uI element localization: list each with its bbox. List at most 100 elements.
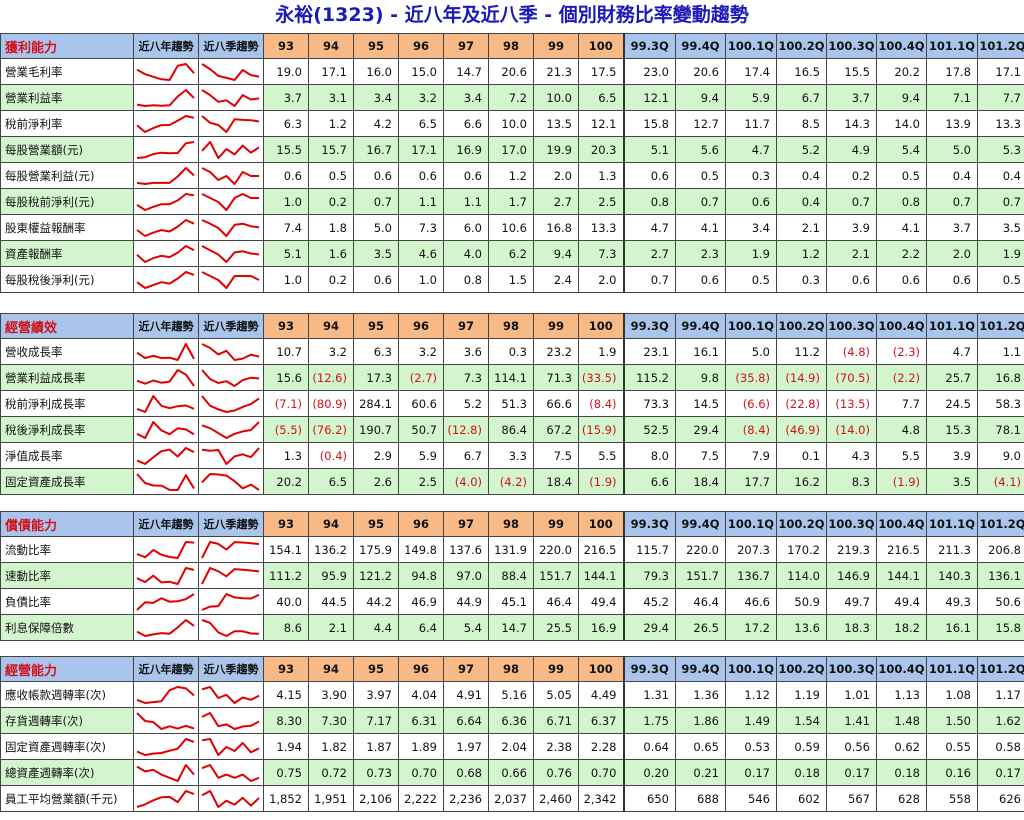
quarter-trend-cell <box>198 266 264 293</box>
quarter-trend-sparkline <box>201 368 260 387</box>
year-value: 1,951 <box>308 785 354 812</box>
year-value: 114.1 <box>488 364 534 391</box>
sparkline-path <box>136 342 195 361</box>
quarter-value: 4.7 <box>725 136 777 163</box>
quarter-value: 7.7 <box>977 84 1024 111</box>
table-row: 稅後淨利成長率 (5.5) (76.2) 190.7 50.7 (12.8) 86.4 67.… <box>0 416 1024 443</box>
year-value: 7.3 <box>443 364 489 391</box>
year-value: 0.70 <box>578 759 625 786</box>
year-value: 4.2 <box>353 110 399 137</box>
sparkline-path <box>136 763 195 782</box>
quarter-value: 49.3 <box>926 588 978 615</box>
quarter-trend-sparkline <box>201 789 260 808</box>
quarter-value: 4.1 <box>876 214 927 241</box>
quarter-value: 12.7 <box>675 110 726 137</box>
year-trend-cell <box>133 614 199 641</box>
quarter-value: 0.7 <box>926 188 978 215</box>
year-value: (2.7) <box>398 364 444 391</box>
header-year: 96 <box>398 656 444 682</box>
quarter-value: 0.56 <box>826 733 877 760</box>
year-trend-sparkline <box>136 446 195 465</box>
year-value: 1.1 <box>443 188 489 215</box>
quarter-value: 0.5 <box>675 162 726 189</box>
header-year: 94 <box>308 656 354 682</box>
year-trend-sparkline <box>136 592 195 611</box>
quarter-value: 14.0 <box>876 110 927 137</box>
year-value: 0.70 <box>398 759 444 786</box>
year-value: (76.2) <box>308 416 354 443</box>
quarter-value: 4.9 <box>826 136 877 163</box>
quarter-value: 20.2 <box>876 58 927 85</box>
quarter-value: 6.6 <box>623 468 676 495</box>
quarter-value: 49.7 <box>826 588 877 615</box>
header-quarter: 100.2Q <box>776 33 827 59</box>
quarter-value: 0.59 <box>776 733 827 760</box>
quarter-trend-sparkline <box>201 88 260 107</box>
header-trend-year: 近八年趨勢 <box>133 511 199 537</box>
year-value: 2.1 <box>308 614 354 641</box>
year-value: 13.5 <box>533 110 579 137</box>
quarter-value: 18.2 <box>876 614 927 641</box>
quarter-value: (4.8) <box>826 338 877 365</box>
quarter-value: 23.1 <box>623 338 676 365</box>
table-row: 營業利益成長率 15.6 (12.6) 17.3 (2.7) 7.3 114.1 71.3 (3… <box>0 364 1024 391</box>
quarter-trend-sparkline <box>201 566 260 584</box>
quarter-value: 15.3 <box>926 416 978 443</box>
quarter-value: 216.5 <box>876 536 927 563</box>
sparkline-path <box>201 342 260 361</box>
year-value: 66.6 <box>533 390 579 417</box>
year-value: 5.05 <box>533 681 579 708</box>
quarter-value: 206.8 <box>977 536 1024 563</box>
year-value: 44.5 <box>308 588 354 615</box>
year-trend-cell <box>133 785 199 812</box>
quarter-value: 0.62 <box>876 733 927 760</box>
year-trend-sparkline <box>136 88 195 107</box>
year-trend-sparkline <box>136 192 195 211</box>
year-trend-cell <box>133 536 199 563</box>
section-title: 償債能力 <box>0 511 134 537</box>
quarter-value: 7.9 <box>725 442 777 469</box>
year-value: 60.6 <box>398 390 444 417</box>
header-quarter: 99.3Q <box>623 313 676 339</box>
sparkline-path <box>201 394 260 413</box>
quarter-trend-sparkline <box>201 618 260 637</box>
header-trend-quarter: 近八季趨勢 <box>198 656 264 682</box>
quarter-trend-cell <box>198 707 264 734</box>
quarter-value: 8.0 <box>623 442 676 469</box>
section-4: 經營能力 近八年趨勢 近八季趨勢 93 94 95 96 97 98 99 100 99.3Q 99.4… <box>0 656 1024 812</box>
year-trend-sparkline <box>136 618 195 637</box>
quarter-trend-sparkline <box>201 62 260 81</box>
year-trend-cell <box>133 162 199 189</box>
year-value: 6.5 <box>398 110 444 137</box>
quarter-value: 136.1 <box>977 562 1024 589</box>
header-quarter: 99.4Q <box>675 511 726 537</box>
quarter-value: 46.6 <box>725 588 777 615</box>
quarter-value: 0.4 <box>977 162 1024 189</box>
header-year: 100 <box>578 656 625 682</box>
year-value: 95.9 <box>308 562 354 589</box>
year-value: 151.7 <box>533 562 579 589</box>
year-value: 144.1 <box>578 562 625 589</box>
quarter-value: 220.0 <box>675 536 726 563</box>
quarter-value: 9.8 <box>675 364 726 391</box>
year-value: (0.4) <box>308 442 354 469</box>
sparkline-path <box>201 140 260 159</box>
year-trend-cell <box>133 110 199 137</box>
header-year: 97 <box>443 656 489 682</box>
year-value: 18.4 <box>533 468 579 495</box>
year-value: 1.97 <box>443 733 489 760</box>
year-trend-sparkline <box>136 166 195 185</box>
quarter-value: (13.5) <box>826 390 877 417</box>
year-value: 6.7 <box>443 442 489 469</box>
year-value: 0.76 <box>533 759 579 786</box>
sparkline-path <box>136 140 195 159</box>
sparkline-path <box>136 368 195 387</box>
quarter-value: 5.0 <box>926 136 978 163</box>
quarter-value: 4.8 <box>876 416 927 443</box>
quarter-value: 9.4 <box>675 84 726 111</box>
header-year: 98 <box>488 656 534 682</box>
header-year: 95 <box>353 656 399 682</box>
quarter-trend-cell <box>198 390 264 417</box>
header-quarter: 99.3Q <box>623 511 676 537</box>
quarter-value: (22.8) <box>776 390 827 417</box>
